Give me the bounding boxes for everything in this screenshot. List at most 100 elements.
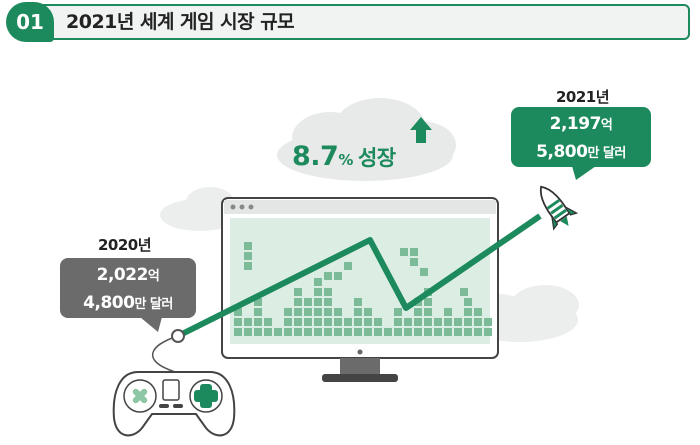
- growth-unit: %: [338, 151, 353, 169]
- screen-block: [284, 308, 292, 316]
- screen-block: [464, 328, 472, 336]
- screen-block: [244, 328, 252, 336]
- screen-block: [244, 262, 252, 270]
- screen-block: [294, 298, 302, 306]
- screen-block: [374, 328, 382, 336]
- screen-block: [314, 278, 322, 286]
- game-controller-icon: [112, 371, 236, 437]
- screen-block: [294, 308, 302, 316]
- value-2020-box: 2,022억 4,800만 달러: [60, 258, 196, 318]
- screen-block: [444, 328, 452, 336]
- screen-block: [334, 308, 342, 316]
- screen-block: [474, 318, 482, 326]
- screen-block: [304, 318, 312, 326]
- screen-block: [394, 308, 402, 316]
- screen-block: [424, 328, 432, 336]
- screen-block: [454, 318, 462, 326]
- screen-block: [324, 318, 332, 326]
- screen-block: [234, 318, 242, 326]
- section-number-badge: 01: [6, 2, 54, 42]
- screen-block: [324, 308, 332, 316]
- screen-block: [410, 248, 418, 256]
- controller-cable: [152, 335, 179, 373]
- screen-block: [314, 288, 322, 296]
- screen-block: [454, 328, 462, 336]
- screen-block: [324, 298, 332, 306]
- screen-block: [254, 328, 262, 336]
- cloud-icon: [277, 98, 456, 181]
- growth-line: [176, 213, 542, 339]
- screen-block: [264, 318, 272, 326]
- screen-block: [464, 308, 472, 316]
- screen-block: [294, 328, 302, 336]
- value-2020-line2: 4,800: [83, 293, 135, 313]
- screen-block: [314, 298, 322, 306]
- screen-block: [334, 318, 342, 326]
- screen-block: [344, 318, 352, 326]
- value-2021-line2: 5,800: [536, 142, 588, 162]
- screen-block: [364, 318, 372, 326]
- screen-block: [324, 328, 332, 336]
- screen-block: [434, 328, 442, 336]
- screen-block: [354, 308, 362, 316]
- screen-block: [424, 318, 432, 326]
- screen-block: [324, 272, 332, 280]
- year-2021-label: 2021년: [556, 88, 610, 106]
- screen-block: [484, 328, 492, 336]
- screen-block: [414, 308, 422, 316]
- growth-callout: 8.7% 성장: [292, 137, 396, 177]
- bubble-2020-tail: [140, 317, 162, 332]
- screen-block: [444, 318, 452, 326]
- screen-block: [394, 328, 402, 336]
- screen-block: [254, 308, 262, 316]
- screen-block: [294, 288, 302, 296]
- screen-block: [304, 328, 312, 336]
- line-start-point: [171, 329, 185, 343]
- screen-block: [424, 308, 432, 316]
- screen-block: [374, 318, 382, 326]
- screen-block: [254, 318, 262, 326]
- screen-block: [414, 318, 422, 326]
- bubble-2021-tail: [572, 166, 596, 180]
- screen-block: [460, 288, 468, 296]
- year-2020-label: 2020년: [98, 236, 152, 254]
- section-header: 01 2021년 세계 게임 시장 규모: [0, 0, 700, 60]
- screen-block: [474, 308, 482, 316]
- screen-block: [264, 328, 272, 336]
- screen-block: [244, 318, 252, 326]
- screen-block: [344, 328, 352, 336]
- value-2021-box: 2,197억 5,800만 달러: [511, 107, 651, 167]
- screen-block: [324, 288, 332, 296]
- screen-block: [464, 318, 472, 326]
- screen-block: [294, 318, 302, 326]
- screen-block: [234, 308, 242, 316]
- screen-block: [244, 242, 252, 250]
- value-2020-line1: 2,022: [96, 265, 149, 285]
- growth-word: 성장: [357, 146, 396, 170]
- screen-block: [464, 298, 472, 306]
- screen-block: [400, 248, 408, 256]
- screen-block: [404, 328, 412, 336]
- screen-block: [304, 308, 312, 316]
- screen-block: [420, 268, 428, 276]
- screen-blocks: [234, 242, 492, 336]
- screen-block: [434, 318, 442, 326]
- screen-block: [234, 328, 242, 336]
- screen-block: [484, 318, 492, 326]
- screen-block: [354, 328, 362, 336]
- screen-block: [414, 328, 422, 336]
- up-arrow-icon: [410, 117, 432, 143]
- screen-block: [314, 308, 322, 316]
- screen-block: [474, 328, 482, 336]
- growth-value: 8.7: [292, 141, 339, 172]
- screen-block: [334, 328, 342, 336]
- screen-block: [314, 318, 322, 326]
- screen-block: [410, 258, 418, 266]
- screen-block: [394, 318, 402, 326]
- screen-block: [284, 328, 292, 336]
- screen-block: [384, 328, 392, 336]
- screen-block: [304, 298, 312, 306]
- screen-block: [354, 318, 362, 326]
- screen-block: [334, 272, 342, 280]
- section-title: 2021년 세계 게임 시장 규모: [66, 11, 295, 33]
